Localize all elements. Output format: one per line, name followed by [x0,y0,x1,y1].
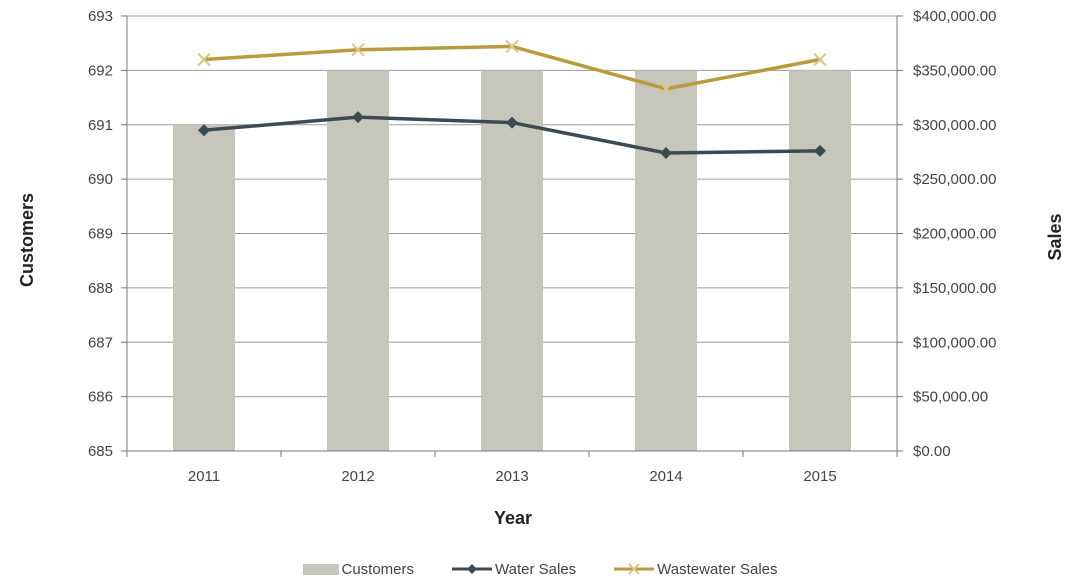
bar [789,70,851,451]
left-tick-label: 689 [88,226,113,243]
legend-item-water-sales: Water Sales [452,561,576,578]
y-left-axis-title: Customers [17,193,37,287]
bar [635,70,697,451]
right-tick-label: $250,000.00 [913,171,996,188]
left-tick-label: 687 [88,334,113,351]
legend-item-customers: Customers [302,560,415,578]
right-tick-label: $0.00 [913,443,951,460]
x-tick-label: 2011 [188,468,220,485]
legend: Customers Water Sales Wastewater Sales [0,558,1080,580]
left-tick-label: 685 [88,443,113,460]
legend-swatch-diamond-line [452,564,493,574]
x-tick-label: 2015 [803,468,836,485]
right-tick-label: $100,000.00 [913,334,996,351]
data-point-x [505,39,519,54]
legend-label: Wastewater Sales [657,560,778,578]
legend-swatch-x-line [614,563,655,575]
customer-bars [173,70,851,451]
x-tick-label: 2012 [341,468,374,485]
right-tick-label: $200,000.00 [913,226,996,243]
data-point-diamond [198,124,210,137]
sales-lines [197,39,827,160]
y-right-axis-title: Sales [1045,213,1065,260]
right-tick-label: $50,000.00 [913,389,988,406]
right-tick-label: $400,000.00 [913,8,996,25]
right-axis-ticks: $0.00 $50,000.00 $100,000.00 $150,000.00 $20… [913,8,996,460]
x-axis-ticks: 2011 2012 2013 2014 2015 [188,468,837,485]
data-point-x [659,82,673,96]
left-tick-label: 692 [88,62,113,79]
data-point-diamond [506,116,518,129]
x-tick-label: 2014 [649,468,682,485]
legend-label: Customers [341,560,415,578]
bar [173,124,235,451]
bar [481,70,543,451]
legend-item-wastewater-sales: Wastewater Sales [614,560,778,578]
data-point-x [351,43,365,57]
left-tick-label: 693 [88,8,113,25]
axes [126,16,898,457]
left-tick-label: 690 [88,171,113,188]
x-axis-title: Year [494,508,532,528]
right-tick-label: $150,000.00 [913,280,996,297]
left-axis-ticks: 685 686 687 688 689 690 691 692 693 [88,8,113,460]
left-tick-label: 691 [88,117,113,134]
data-point-diamond [814,144,826,157]
right-tick-label: $300,000.00 [913,117,996,134]
data-point-diamond [352,111,364,124]
right-tick-label: $350,000.00 [913,62,996,79]
data-point-diamond [660,147,672,160]
bar [327,70,389,451]
data-point-x [197,52,211,67]
data-point-x [813,52,827,67]
left-tick-label: 686 [88,389,113,406]
legend-swatch-bar [302,563,339,575]
x-tick-label: 2013 [495,468,528,485]
left-tick-label: 688 [88,280,113,297]
legend-label: Water Sales [495,560,577,578]
